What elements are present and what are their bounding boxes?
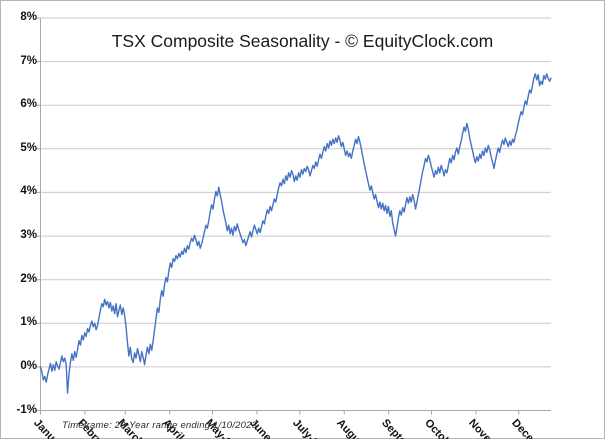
y-tick-label: 6% [20, 98, 37, 111]
y-tick-label: 0% [20, 359, 37, 372]
y-tick-label: 3% [20, 229, 37, 242]
y-tick-label: 1% [20, 316, 37, 329]
y-tick-label: 2% [20, 272, 37, 285]
x-axis-ticks [40, 410, 520, 415]
timeframe-annotation: Timeframe: 20-Year range ending 1/10/202… [62, 420, 258, 431]
seasonality-line [39, 73, 552, 394]
y-tick-label: 8% [20, 11, 37, 23]
y-tick-label: -1% [16, 403, 37, 416]
y-tick-label: 7% [20, 54, 37, 67]
y-tick-label: 5% [20, 141, 37, 154]
y-tick-label: 4% [20, 185, 37, 198]
y-axis-ticks [36, 17, 41, 411]
y-axis-labels: -1% 0% 1% 2% 3% 4% 5% 6% 7% 8% [0, 0, 37, 439]
chart-title: TSX Composite Seasonality - © EquityCloc… [111, 31, 494, 51]
gridlines [40, 17, 551, 368]
